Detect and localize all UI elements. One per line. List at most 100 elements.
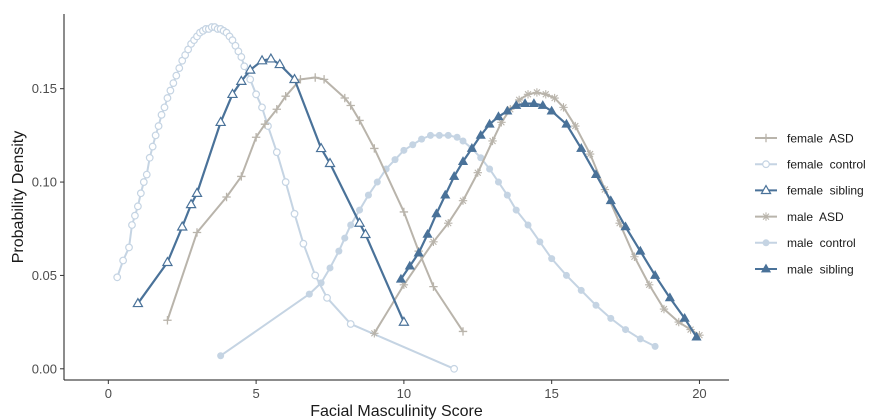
data-point (340, 93, 349, 103)
data-point (265, 52, 277, 63)
y-axis-title: Probability Density (10, 131, 27, 264)
data-point (226, 88, 239, 99)
data-point (281, 178, 290, 186)
data-point (346, 320, 355, 328)
series-line-female-sibling (136, 57, 405, 324)
data-point (373, 178, 381, 186)
data-point (679, 312, 690, 322)
data-point (512, 206, 520, 214)
data-point (319, 75, 329, 84)
data-point (486, 165, 494, 173)
data-point (398, 316, 410, 326)
data-point (511, 100, 522, 109)
data-point (488, 136, 497, 146)
data-point (400, 146, 408, 154)
legend-label: male sibling (787, 262, 854, 276)
data-point (422, 228, 433, 238)
data-point (537, 100, 548, 109)
legend-marker (761, 133, 771, 143)
data-point (272, 105, 281, 114)
data-point (169, 79, 178, 87)
x-tick-label: 15 (544, 386, 558, 401)
data-point (475, 129, 486, 139)
data-point (166, 86, 175, 95)
data-point (119, 256, 128, 265)
x-ticks: 0 5 10 15 20 (105, 380, 707, 401)
data-point (399, 207, 409, 217)
data-point (514, 95, 524, 105)
data-point (503, 191, 511, 199)
series-line-female-asd (166, 76, 464, 333)
data-point (548, 255, 556, 263)
data-point (635, 245, 646, 255)
data-point (237, 53, 246, 61)
data-point (577, 286, 585, 294)
data-point (176, 220, 188, 231)
legend-item: male sibling (755, 262, 854, 276)
data-point (674, 317, 683, 327)
data-point (429, 282, 438, 291)
data-point (281, 91, 290, 101)
series-male-sibling (395, 98, 702, 341)
legend-item: male ASD (755, 210, 844, 224)
data-point (450, 364, 459, 373)
y-tick-label: 0.15 (32, 81, 57, 96)
data-point (493, 111, 504, 121)
data-point (136, 189, 145, 198)
data-point (125, 243, 133, 252)
y-ticks: 0.00 0.05 0.10 0.15 (32, 81, 64, 376)
data-point (435, 131, 443, 139)
data-point (244, 64, 256, 74)
data-point (413, 247, 424, 257)
data-point (323, 293, 331, 302)
data-point (473, 168, 482, 177)
legend-marker (761, 212, 771, 221)
data-point (288, 73, 301, 84)
data-point (370, 144, 379, 153)
series-female-sibling (132, 52, 410, 326)
data-point (395, 273, 407, 283)
data-point (426, 131, 434, 139)
data-point (246, 75, 255, 84)
data-point (607, 314, 615, 322)
data-point (128, 221, 136, 229)
legend-label: female control (787, 158, 866, 172)
data-point (142, 170, 151, 179)
data-point (215, 116, 227, 127)
data-point (346, 101, 355, 110)
data-point (459, 137, 467, 145)
data-point (546, 105, 557, 115)
data-point (458, 327, 468, 336)
data-point (252, 90, 261, 99)
data-point (154, 122, 163, 130)
data-point (524, 221, 532, 229)
data-point (592, 301, 600, 309)
data-point (404, 260, 415, 270)
data-point (192, 228, 202, 237)
data-point (399, 280, 409, 289)
legend-label: female ASD (787, 131, 854, 145)
data-point (148, 142, 157, 151)
data-point (523, 90, 533, 99)
data-point (391, 156, 399, 164)
series-line-male-asd (373, 91, 701, 337)
data-point (590, 169, 602, 179)
series-male-asd (370, 88, 704, 340)
legend-marker (760, 263, 772, 273)
data-point (163, 94, 172, 102)
data-point (175, 64, 184, 73)
data-point (659, 304, 669, 314)
data-point (605, 195, 616, 205)
data-point (317, 279, 325, 287)
series-line-male-sibling (399, 102, 698, 339)
axes: 0 5 10 15 20 0.00 0.05 0.10 0.15 Facial Masculi… (10, 14, 729, 420)
data-point (133, 202, 142, 211)
data-point (132, 297, 144, 308)
data-point (335, 247, 343, 255)
data-point (356, 206, 364, 214)
legend-marker (760, 184, 772, 195)
data-point (444, 218, 453, 228)
legend-item: female ASD (755, 131, 854, 145)
data-point (444, 131, 452, 139)
data-point (260, 119, 270, 129)
